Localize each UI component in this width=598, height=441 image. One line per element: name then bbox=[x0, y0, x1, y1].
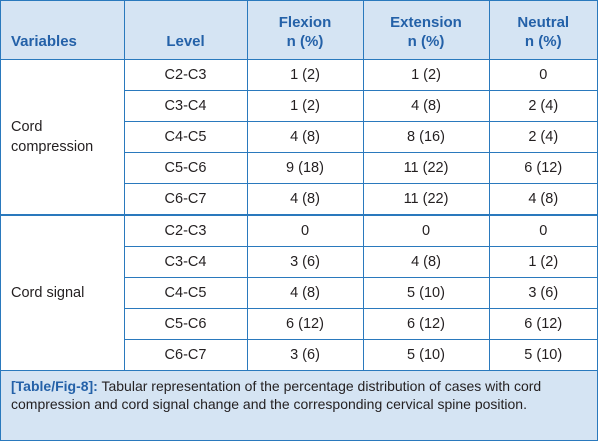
neutral-cell: 0 bbox=[488, 213, 597, 247]
neutral-cell: 6 (12) bbox=[488, 308, 597, 340]
flexion-cell: 6 (12) bbox=[246, 308, 363, 340]
flexion-cell: 4 (8) bbox=[246, 183, 363, 215]
table-row: C6-C7 4 (8) 11 (22) 4 (8) bbox=[1, 183, 597, 215]
level-cell: C2-C3 bbox=[123, 59, 247, 91]
header-extension: Extension n (%) bbox=[362, 1, 489, 60]
neutral-cell: 2 (4) bbox=[488, 121, 597, 153]
variable-cell: Cord signal bbox=[1, 213, 124, 371]
header-neutral: Neutral n (%) bbox=[488, 1, 597, 60]
variable-label-line: Cord signal bbox=[11, 284, 85, 301]
header-extension-unit: n (%) bbox=[407, 32, 445, 50]
header-variables: Variables bbox=[1, 1, 124, 60]
header-neutral-unit: n (%) bbox=[524, 32, 562, 50]
table-row: C4-C5 4 (8) 5 (10) 3 (6) bbox=[1, 277, 597, 309]
header-flexion-unit: n (%) bbox=[286, 32, 324, 50]
flexion-cell: 0 bbox=[246, 213, 363, 247]
flexion-cell: 3 (6) bbox=[246, 339, 363, 371]
extension-cell: 8 (16) bbox=[362, 121, 489, 153]
table-row: C4-C5 4 (8) 8 (16) 2 (4) bbox=[1, 121, 597, 153]
table-row: C3-C4 3 (6) 4 (8) 1 (2) bbox=[1, 246, 597, 278]
flexion-cell: 1 (2) bbox=[246, 90, 363, 122]
table-row: C6-C7 3 (6) 5 (10) 5 (10) bbox=[1, 339, 597, 371]
neutral-cell: 2 (4) bbox=[488, 90, 597, 122]
flexion-cell: 3 (6) bbox=[246, 246, 363, 278]
flexion-cell: 9 (18) bbox=[246, 152, 363, 184]
variable-cell: Cord compression bbox=[1, 59, 124, 215]
neutral-cell: 0 bbox=[488, 59, 597, 91]
header-level: Level bbox=[123, 1, 247, 60]
table-body: Cord compression C2-C3 1 (2) 1 (2) 0 C3-C4 1 (2… bbox=[1, 59, 597, 371]
caption-text: Tabular representation of the percentage… bbox=[11, 378, 542, 412]
neutral-cell: 6 (12) bbox=[488, 152, 597, 184]
neutral-cell: 3 (6) bbox=[488, 277, 597, 309]
extension-cell: 11 (22) bbox=[362, 183, 489, 215]
caption-label: [Table/Fig-8]: bbox=[11, 378, 98, 394]
level-cell: C4-C5 bbox=[123, 277, 247, 309]
level-cell: C4-C5 bbox=[123, 121, 247, 153]
neutral-cell: 1 (2) bbox=[488, 246, 597, 278]
level-cell: C5-C6 bbox=[123, 152, 247, 184]
level-cell: C2-C3 bbox=[123, 213, 247, 247]
variable-label-line: compression bbox=[11, 138, 94, 155]
header-flexion-title: Flexion bbox=[278, 13, 332, 31]
extension-cell: 6 (12) bbox=[362, 308, 489, 340]
flexion-cell: 1 (2) bbox=[246, 59, 363, 91]
level-cell: C6-C7 bbox=[123, 339, 247, 371]
extension-cell: 4 (8) bbox=[362, 90, 489, 122]
flexion-cell: 4 (8) bbox=[246, 277, 363, 309]
table-row: Cord compression C2-C3 1 (2) 1 (2) 0 bbox=[1, 59, 597, 215]
extension-cell: 5 (10) bbox=[362, 339, 489, 371]
extension-cell: 5 (10) bbox=[362, 277, 489, 309]
level-cell: C6-C7 bbox=[123, 183, 247, 215]
header-flexion: Flexion n (%) bbox=[246, 1, 363, 60]
table-row: Cord signal C2-C3 0 0 0 bbox=[1, 213, 597, 371]
table-row: C5-C6 9 (18) 11 (22) 6 (12) bbox=[1, 152, 597, 184]
level-cell: C3-C4 bbox=[123, 246, 247, 278]
flexion-cell: 4 (8) bbox=[246, 121, 363, 153]
header-neutral-title: Neutral bbox=[517, 13, 570, 31]
extension-cell: 4 (8) bbox=[362, 246, 489, 278]
extension-cell: 1 (2) bbox=[362, 59, 489, 91]
table-row: C3-C4 1 (2) 4 (8) 2 (4) bbox=[1, 90, 597, 122]
level-cell: C5-C6 bbox=[123, 308, 247, 340]
level-cell: C3-C4 bbox=[123, 90, 247, 122]
extension-cell: 11 (22) bbox=[362, 152, 489, 184]
table-header-row: Variables Level Flexion n (%) Extension … bbox=[1, 1, 597, 60]
variable-label-line: Cord bbox=[11, 118, 43, 135]
header-extension-title: Extension bbox=[390, 13, 462, 31]
figure-caption: [Table/Fig-8]: Tabular representation of… bbox=[1, 371, 597, 440]
neutral-cell: 5 (10) bbox=[488, 339, 597, 371]
extension-cell: 0 bbox=[362, 213, 489, 247]
distribution-table: Variables Level Flexion n (%) Extension … bbox=[1, 1, 597, 371]
table-row: C5-C6 6 (12) 6 (12) 6 (12) bbox=[1, 308, 597, 340]
neutral-cell: 4 (8) bbox=[488, 183, 597, 215]
